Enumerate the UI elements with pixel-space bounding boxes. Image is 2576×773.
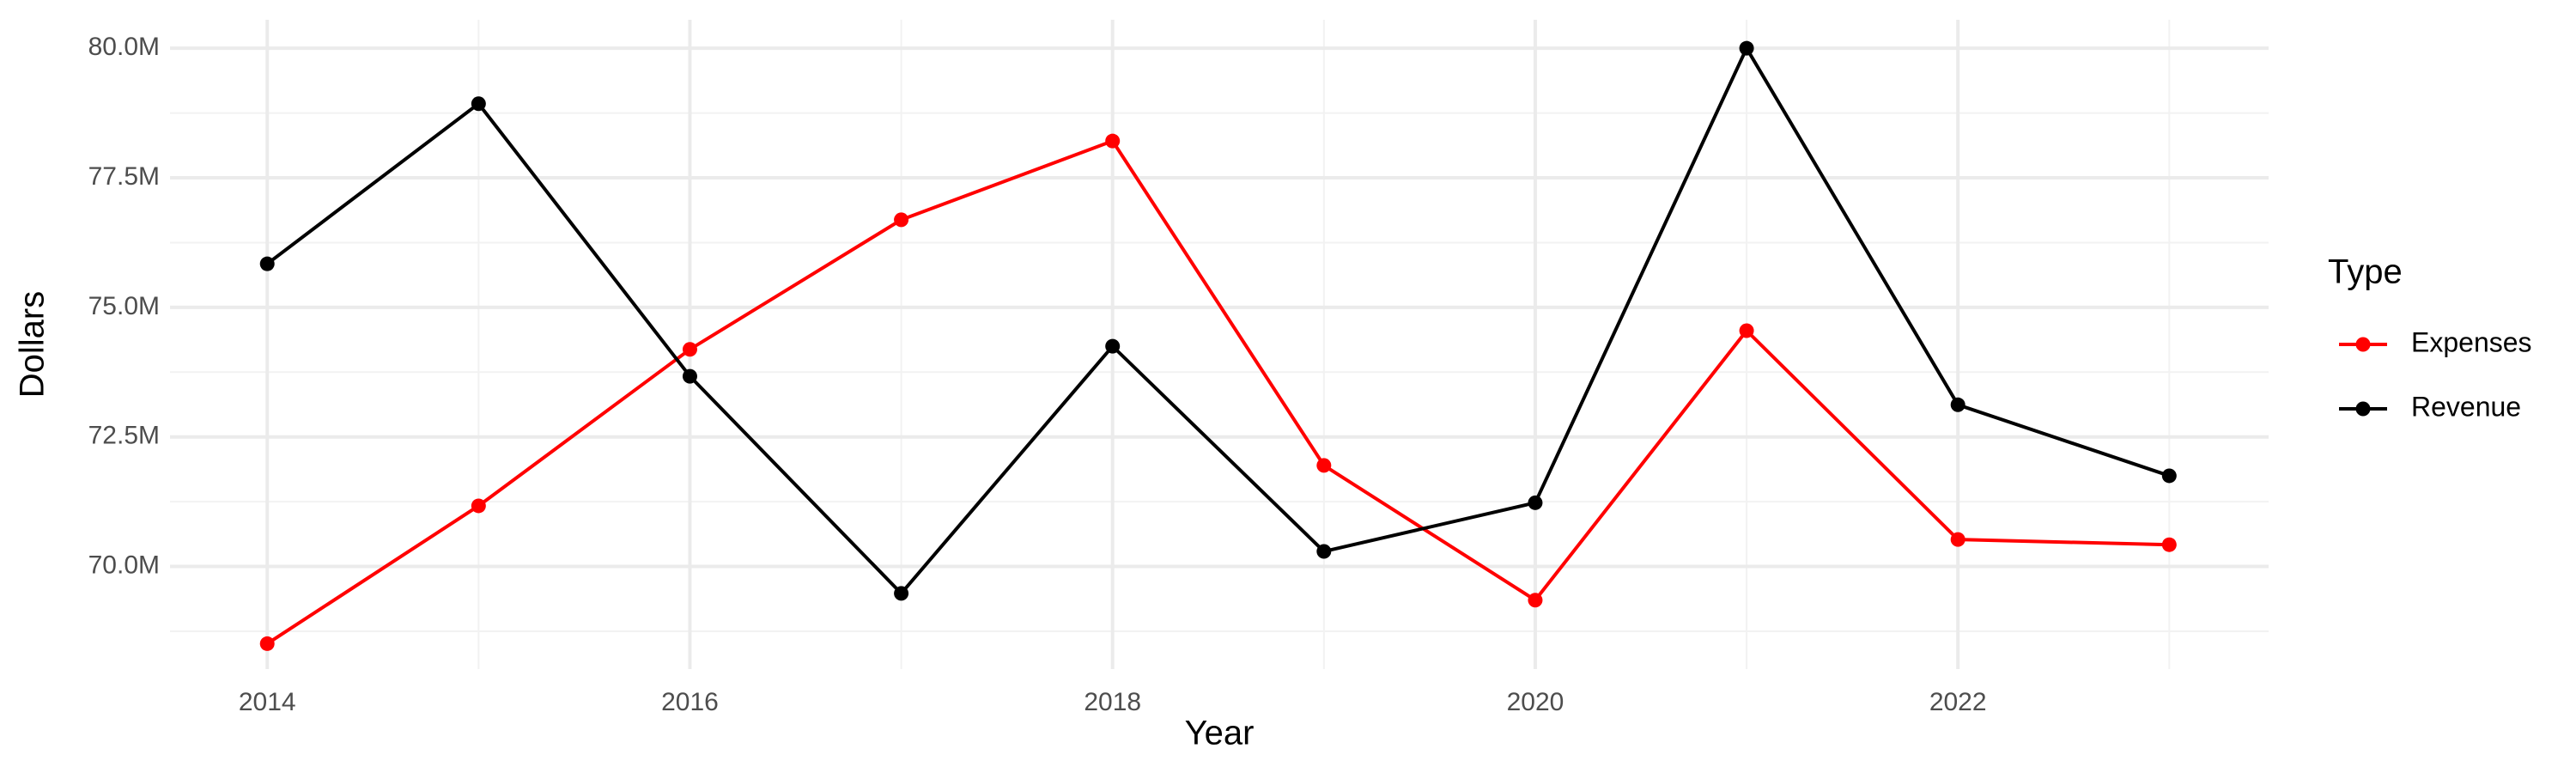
data-point — [471, 96, 486, 112]
data-point — [1316, 458, 1332, 473]
x-tick-label: 2018 — [1084, 688, 1141, 716]
y-tick-label: 72.5M — [88, 422, 160, 450]
series-line — [266, 138, 2170, 646]
y-tick-label: 80.0M — [88, 33, 160, 61]
legend-label: Expenses — [2411, 326, 2532, 357]
data-point — [259, 256, 275, 271]
data-point — [1950, 532, 1965, 547]
data-point — [1316, 544, 1332, 559]
y-tick-label: 70.0M — [88, 551, 160, 579]
data-point — [471, 498, 486, 514]
data-point — [2161, 537, 2177, 552]
data-point — [1105, 338, 1121, 354]
data-point — [894, 586, 909, 601]
y-tick-label: 77.5M — [88, 162, 160, 191]
x-tick-label: 2016 — [661, 688, 719, 716]
x-tick-label: 2022 — [1929, 688, 1987, 716]
data-point — [1528, 593, 1543, 608]
x-axis-title: Year — [1185, 715, 1255, 752]
data-point — [1739, 40, 1754, 56]
y-axis-title: Dollars — [14, 291, 52, 398]
legend-swatch-point — [2355, 401, 2371, 417]
data-point — [1950, 397, 1965, 412]
y-tick-label: 75.0M — [88, 292, 160, 320]
data-point — [2161, 468, 2177, 484]
data-point — [1739, 323, 1754, 338]
data-point — [894, 212, 909, 228]
legend-label: Revenue — [2411, 391, 2521, 422]
data-point — [1105, 133, 1121, 149]
x-tick-label: 2014 — [239, 688, 296, 716]
data-point — [259, 636, 275, 651]
data-point — [1528, 495, 1543, 510]
data-point — [682, 342, 697, 357]
grid — [170, 20, 2269, 669]
legend-swatch-point — [2355, 337, 2371, 352]
legend-title: Type — [2328, 253, 2403, 291]
series-line — [266, 44, 2170, 596]
x-tick-label: 2020 — [1507, 688, 1564, 716]
data-point — [682, 368, 697, 384]
